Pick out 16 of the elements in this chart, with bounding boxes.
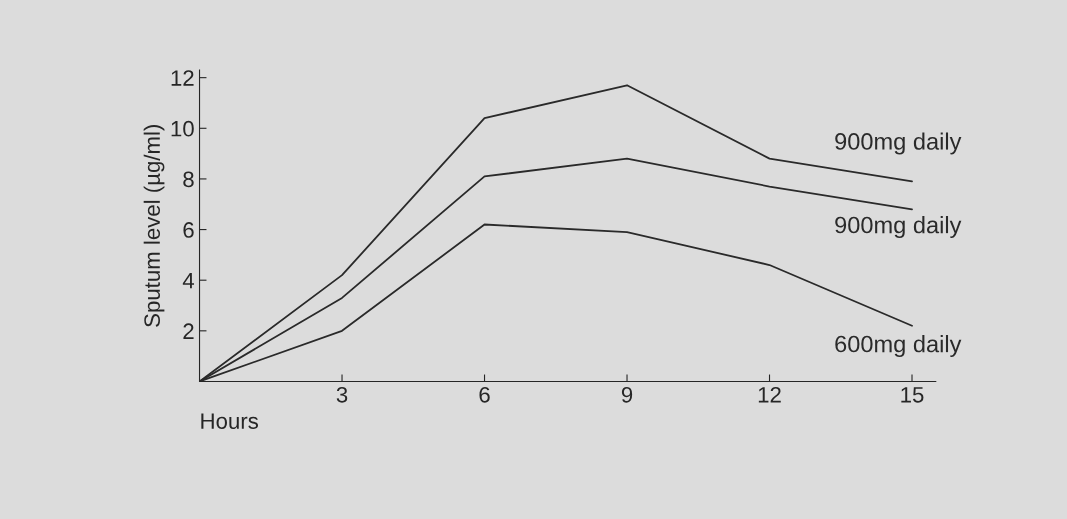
series-label: 900mg daily xyxy=(835,132,962,155)
x-tick-label: 9 xyxy=(621,386,633,403)
x-tick-label: 12 xyxy=(758,386,781,403)
x-axis-title: Hours xyxy=(201,413,258,429)
y-tick-label: 8 xyxy=(183,171,194,188)
series-label: 900mg daily xyxy=(835,216,962,239)
x-tick-label: 15 xyxy=(901,387,924,403)
x-tick-label: 3 xyxy=(336,386,348,403)
y-tick-label: 2 xyxy=(183,323,194,339)
x-tick-label: 6 xyxy=(479,386,490,403)
y-tick-label: 10 xyxy=(171,120,194,137)
y-tick-label: 12 xyxy=(171,70,194,86)
y-tick-label: 4 xyxy=(182,272,195,289)
y-tick-label: 6 xyxy=(183,222,194,238)
y-axis-title: Sputum level (µg/ml) xyxy=(143,125,165,327)
series-label: 600mg daily xyxy=(835,335,962,358)
